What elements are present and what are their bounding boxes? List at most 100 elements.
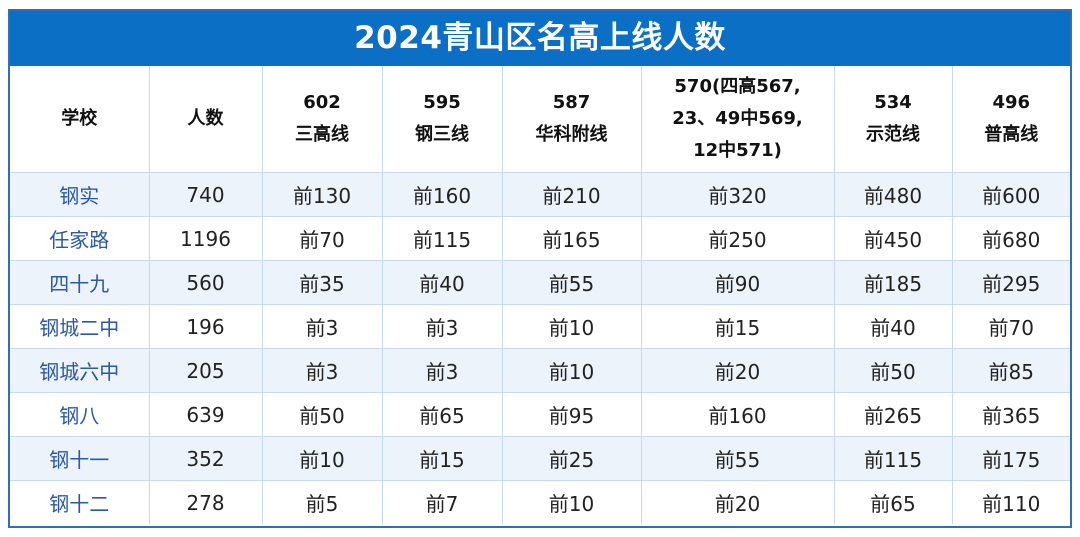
rank-cell: 前55 (641, 436, 835, 481)
column-header: 595 钢三线 (382, 66, 503, 173)
rank-cell: 前85 (952, 348, 1070, 393)
rank-cell: 前115 (382, 216, 503, 261)
score-line-table: 学校 人数 602 三高线 595 钢三线 587 华科附线 570(四高567, 23、49中5… (10, 66, 1070, 524)
rank-cell: 前65 (834, 480, 953, 524)
column-header-text: 602 (303, 92, 341, 113)
results-table-card: 2024青山区名高上线人数 学校 人数 602 三高线 595 钢三线 587 华科附线 570… (8, 9, 1072, 528)
student-count-cell: 639 (149, 392, 263, 437)
column-header-text: 钢三线 (415, 124, 469, 145)
school-name-cell: 钢城六中 (10, 348, 150, 393)
rank-cell: 前20 (641, 348, 835, 393)
column-header-text: 587 (552, 92, 591, 113)
column-header-text: 534 (874, 92, 912, 113)
column-header: 人数 (149, 66, 263, 173)
rank-cell: 前115 (834, 436, 953, 481)
rank-cell: 前10 (502, 480, 642, 524)
rank-cell: 前210 (502, 172, 642, 217)
table-body: 钢实 740 前130 前160 前210 前320 前480 前600 任家路 1196 前70 前… (10, 172, 1070, 524)
table-row: 钢城二中 196 前3 前3 前10 前15 前40 前70 (10, 304, 1070, 349)
column-header: 587 华科附线 (502, 66, 642, 173)
rank-cell: 前15 (641, 304, 835, 349)
table-row: 钢实 740 前130 前160 前210 前320 前480 前600 (10, 172, 1070, 217)
rank-cell: 前20 (641, 480, 835, 524)
rank-cell: 前175 (952, 436, 1070, 481)
table-row: 四十九 560 前35 前40 前55 前90 前185 前295 (10, 260, 1070, 305)
student-count-cell: 278 (149, 480, 263, 524)
school-name-cell: 钢实 (10, 172, 150, 217)
student-count-cell: 352 (149, 436, 263, 481)
column-header-text: 三高线 (295, 124, 349, 145)
rank-cell: 前250 (641, 216, 835, 261)
rank-cell: 前480 (834, 172, 953, 217)
table-row: 钢十二 278 前5 前7 前10 前20 前65 前110 (10, 480, 1070, 524)
table-row: 钢十一 352 前10 前15 前25 前55 前115 前175 (10, 436, 1070, 481)
rank-cell: 前95 (502, 392, 642, 437)
rank-cell: 前295 (952, 260, 1070, 305)
school-name-cell: 四十九 (10, 260, 150, 305)
student-count-cell: 560 (149, 260, 263, 305)
rank-cell: 前10 (502, 304, 642, 349)
rank-cell: 前3 (262, 348, 383, 393)
column-header-text: 595 (423, 92, 461, 113)
rank-cell: 前55 (502, 260, 642, 305)
rank-cell: 前165 (502, 216, 642, 261)
table-title: 2024青山区名高上线人数 (10, 11, 1070, 66)
table-row: 钢八 639 前50 前65 前95 前160 前265 前365 (10, 392, 1070, 437)
school-name-cell: 钢城二中 (10, 304, 150, 349)
student-count-cell: 740 (149, 172, 263, 217)
rank-cell: 前65 (382, 392, 503, 437)
column-header: 534 示范线 (834, 66, 953, 173)
rank-cell: 前365 (952, 392, 1070, 437)
rank-cell: 前265 (834, 392, 953, 437)
rank-cell: 前5 (262, 480, 383, 524)
column-header-text: 人数 (187, 108, 224, 129)
rank-cell: 前50 (834, 348, 953, 393)
school-name-cell: 钢十一 (10, 436, 150, 481)
rank-cell: 前40 (834, 304, 953, 349)
rank-cell: 前110 (952, 480, 1070, 524)
student-count-cell: 1196 (149, 216, 263, 261)
rank-cell: 前160 (382, 172, 503, 217)
school-name-cell: 钢十二 (10, 480, 150, 524)
column-header-text: 普高线 (984, 124, 1039, 145)
rank-cell: 前10 (262, 436, 383, 481)
rank-cell: 前90 (641, 260, 835, 305)
rank-cell: 前70 (952, 304, 1070, 349)
rank-cell: 前40 (382, 260, 503, 305)
rank-cell: 前600 (952, 172, 1070, 217)
column-header-text: 570(四高567, (674, 76, 801, 97)
table-row: 任家路 1196 前70 前115 前165 前250 前450 前680 (10, 216, 1070, 261)
rank-cell: 前3 (382, 304, 503, 349)
table-header: 学校 人数 602 三高线 595 钢三线 587 华科附线 570(四高567, 23、49中5… (10, 66, 1070, 173)
rank-cell: 前3 (262, 304, 383, 349)
column-header: 602 三高线 (262, 66, 383, 173)
column-header-text: 23、49中569, (672, 108, 803, 129)
column-header-text: 12中571) (693, 140, 782, 161)
column-header: 496 普高线 (952, 66, 1070, 173)
student-count-cell: 196 (149, 304, 263, 349)
column-header-text: 华科附线 (535, 124, 608, 145)
header-row: 学校 人数 602 三高线 595 钢三线 587 华科附线 570(四高567, 23、49中5… (10, 66, 1070, 173)
column-header-text: 学校 (61, 108, 98, 129)
rank-cell: 前3 (382, 348, 503, 393)
column-header: 学校 (10, 66, 150, 173)
rank-cell: 前160 (641, 392, 835, 437)
rank-cell: 前680 (952, 216, 1070, 261)
rank-cell: 前7 (382, 480, 503, 524)
rank-cell: 前25 (502, 436, 642, 481)
table-row: 钢城六中 205 前3 前3 前10 前20 前50 前85 (10, 348, 1070, 393)
rank-cell: 前185 (834, 260, 953, 305)
school-name-cell: 任家路 (10, 216, 150, 261)
rank-cell: 前70 (262, 216, 383, 261)
school-name-cell: 钢八 (10, 392, 150, 437)
rank-cell: 前50 (262, 392, 383, 437)
column-header-text: 示范线 (866, 124, 920, 145)
student-count-cell: 205 (149, 348, 263, 393)
rank-cell: 前320 (641, 172, 835, 217)
column-header: 570(四高567, 23、49中569, 12中571) (641, 66, 835, 173)
rank-cell: 前15 (382, 436, 503, 481)
rank-cell: 前450 (834, 216, 953, 261)
rank-cell: 前10 (502, 348, 642, 393)
rank-cell: 前35 (262, 260, 383, 305)
column-header-text: 496 (992, 92, 1031, 113)
